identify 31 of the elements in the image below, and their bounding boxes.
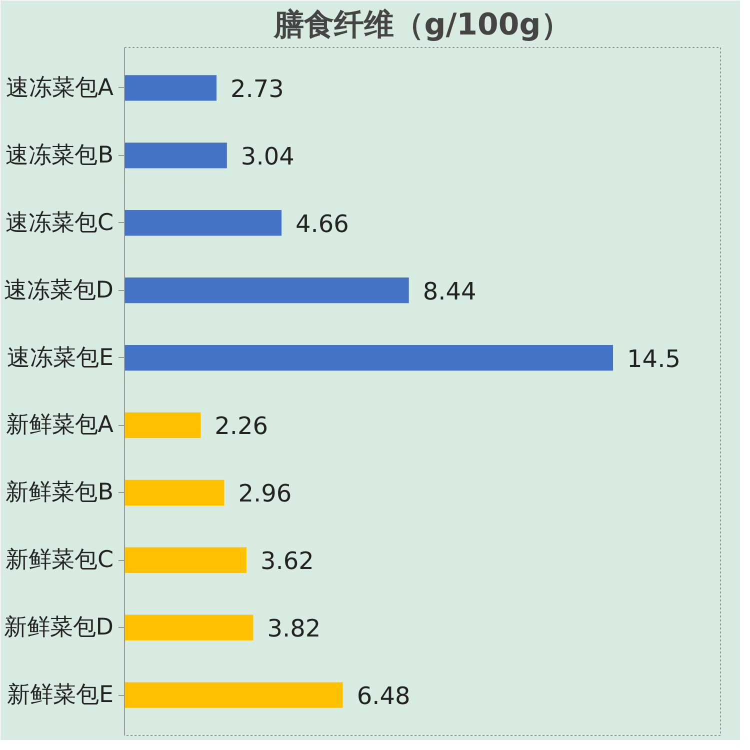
bar — [124, 278, 409, 304]
bar — [124, 614, 254, 640]
y-tick-label: 速冻菜包D — [4, 277, 114, 304]
y-tick-label: 速冻菜包E — [6, 344, 114, 371]
y-tick-label: 速冻菜包B — [6, 142, 114, 168]
bar — [124, 344, 614, 371]
y-tick-label: 新鲜菜包B — [6, 480, 114, 506]
y-tick-label: 新鲜菜包E — [6, 682, 114, 708]
y-tick-label: 新鲜菜包C — [5, 547, 114, 574]
bar — [124, 480, 224, 506]
y-tick-label: 新鲜菜包D — [4, 614, 114, 641]
bar — [124, 547, 246, 573]
y-tick-label: 新鲜菜包A — [6, 412, 114, 438]
data-label: 4.66 — [296, 210, 349, 238]
bar — [124, 210, 282, 236]
data-label: 8.44 — [422, 277, 476, 306]
data-label: 2.73 — [230, 74, 284, 103]
bar — [124, 412, 201, 438]
data-label: 2.96 — [238, 480, 292, 508]
y-tick-label: 速冻菜包A — [6, 74, 114, 101]
data-label: 3.82 — [267, 614, 321, 643]
data-label: 14.5 — [627, 344, 680, 373]
bar — [124, 75, 216, 101]
data-label: 3.04 — [240, 142, 294, 170]
data-label: 6.48 — [356, 682, 410, 710]
y-tick-label: 速冻菜包C — [5, 210, 114, 236]
data-label: 2.26 — [214, 412, 268, 440]
data-label: 3.62 — [260, 547, 314, 576]
bar — [124, 682, 343, 708]
bar — [124, 142, 227, 168]
chart-title: 膳食纤维（g/100g） — [273, 8, 571, 42]
